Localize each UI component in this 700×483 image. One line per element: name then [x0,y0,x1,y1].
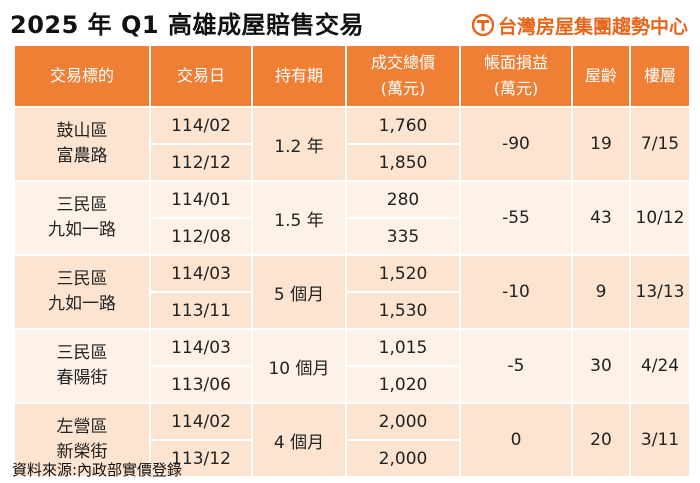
price-cell: 1,760 [347,108,459,143]
age-cell: 9 [573,256,629,328]
price-cell: 1,530 [347,293,459,328]
header-cell: 交易標的 [15,46,149,106]
location-cell: 左營區 新榮街 [15,404,149,476]
floor-cell: 4/24 [631,330,689,402]
price-cell: 1,850 [347,145,459,180]
header-cell: 持有期 [253,46,345,106]
age-cell: 43 [573,182,629,254]
date-cell: 113/12 [151,441,251,476]
holding-cell: 5 個月 [253,256,345,328]
header-cell: 樓層 [631,46,689,106]
taiwan-realty-logo-icon [471,14,494,36]
floor-cell: 10/12 [631,182,689,254]
pnl-cell: -5 [461,330,571,402]
age-cell: 30 [573,330,629,402]
header-cell: 成交總價 (萬元) [347,46,459,106]
table-row: 113/12 2,000 [15,441,689,476]
table-row: 113/06 1,020 [15,367,689,402]
date-cell: 114/02 [151,404,251,439]
price-cell: 1,520 [347,256,459,291]
age-cell: 19 [573,108,629,180]
table-row: 鼓山區 富農路 114/02 1.2 年 1,760 -90 19 7/15 [15,108,689,180]
table-row: 三民區 春陽街 114/03 10 個月 1,015 -5 30 4/24 [15,330,689,402]
holding-cell: 1.2 年 [253,108,345,180]
header-row: 交易標的 交易日 持有期 成交總價 (萬元) 帳面損益 (萬元) 屋齡 樓層 [15,46,689,106]
date-cell: 113/06 [151,367,251,402]
date-cell: 112/08 [151,219,251,254]
price-cell: 1,015 [347,330,459,365]
brand: 台灣房屋集團趨勢中心 [471,10,688,40]
table-row: 左營區 新榮街 114/02 4 個月 2,000 0 20 3/11 [15,404,689,476]
pnl-cell: -55 [461,182,571,254]
table-row: 三民區 九如一路 114/01 1.5 年 280 -55 43 10/12 [15,182,689,254]
location-cell: 三民區 春陽街 [15,330,149,402]
transaction-table: 交易標的 交易日 持有期 成交總價 (萬元) 帳面損益 (萬元) 屋齡 樓層 鼓山區… [13,44,691,478]
date-cell: 114/03 [151,256,251,291]
source-footnote: 資料來源:內政部實價登錄 [12,461,183,479]
floor-cell: 13/13 [631,256,689,328]
header-cell: 帳面損益 (萬元) [461,46,571,106]
table-row: 113/11 1,530 [15,293,689,328]
floor-cell: 3/11 [631,404,689,476]
table-row: 112/12 1,850 [15,145,689,180]
location-cell: 三民區 九如一路 [15,256,149,328]
page-title: 2025 年 Q1 高雄成屋賠售交易 [10,11,364,39]
date-cell: 114/02 [151,108,251,143]
header-cell: 屋齡 [573,46,629,106]
price-cell: 1,020 [347,367,459,402]
pnl-cell: -90 [461,108,571,180]
location-cell: 三民區 九如一路 [15,182,149,254]
price-cell: 2,000 [347,441,459,476]
floor-cell: 7/15 [631,108,689,180]
price-cell: 335 [347,219,459,254]
holding-cell: 1.5 年 [253,182,345,254]
date-cell: 113/11 [151,293,251,328]
price-cell: 2,000 [347,404,459,439]
date-cell: 114/03 [151,330,251,365]
table-row: 三民區 九如一路 114/03 5 個月 1,520 -10 9 13/13 [15,256,689,328]
pnl-cell: -10 [461,256,571,328]
pnl-cell: 0 [461,404,571,476]
location-cell: 鼓山區 富農路 [15,108,149,180]
price-cell: 280 [347,182,459,217]
age-cell: 20 [573,404,629,476]
brand-name: 台灣房屋集團趨勢中心 [497,15,688,38]
holding-cell: 4 個月 [253,404,345,476]
header-cell: 交易日 [151,46,251,106]
date-cell: 114/01 [151,182,251,217]
date-cell: 112/12 [151,145,251,180]
table-row: 112/08 335 [15,219,689,254]
holding-cell: 10 個月 [253,330,345,402]
